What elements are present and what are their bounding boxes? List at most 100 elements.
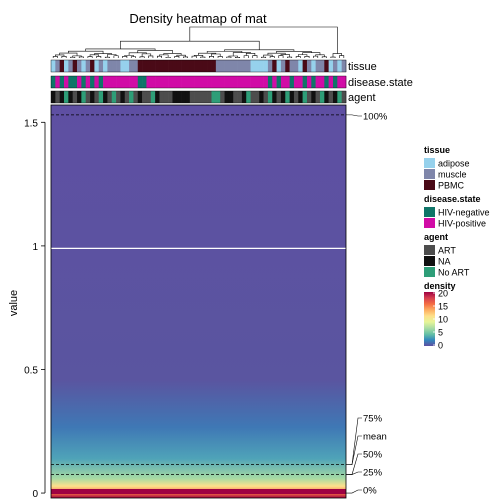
annotation-cell [207,91,212,103]
quantile-label: 75% [363,414,383,425]
legend-swatch [424,158,435,168]
annotation-cell [94,60,100,72]
annotation-cell [189,60,195,72]
annotation-cell [250,91,256,103]
annotation-cell [107,76,113,88]
dendrogram-branch [130,56,136,58]
annotation-cell [133,76,139,88]
annotation-cell [246,76,251,88]
annotation-cell [315,76,321,88]
annotation-cell [228,60,234,72]
annotation-cell [90,60,95,72]
y-tick-label: 0 [32,489,38,500]
annotation-cell [85,60,91,72]
annotation-cell [254,60,260,72]
dendrogram-branch [189,26,338,54]
legend-item-label: ART [438,246,456,256]
annotation-cell [150,60,156,72]
annotation-cell [168,76,173,88]
annotation-cell [155,76,160,88]
annotation-cell [233,91,238,103]
annotation-cell [285,91,290,103]
annotation-cell [116,76,121,88]
quantile-connector [346,471,362,475]
legend-item-label: muscle [438,170,467,180]
annotation-cell [64,60,69,72]
annotation-cell [55,76,60,88]
annotation-cell [85,91,91,103]
annotation-cell [341,76,347,88]
annotation-cell [159,60,165,72]
annotation-cell [176,60,182,72]
annotation-cell [194,60,199,72]
annotation-cell [198,91,204,103]
dendrogram-branch [165,56,171,58]
annotation-cell [111,60,117,72]
annotation-cell [272,76,277,88]
annotation-cell [263,60,269,72]
legend-swatch [424,267,435,277]
annotation-cell [55,60,60,72]
annotation-cell [150,76,156,88]
dendrogram-branch [217,56,223,58]
annotation-cell [211,60,217,72]
annotation-cell [116,91,121,103]
annotation-cell [250,76,256,88]
annotation-track-border [50,75,347,89]
annotation-cell [328,60,334,72]
dendrogram-branch [252,55,258,58]
annotation-cell [302,60,308,72]
annotation-cell [124,60,130,72]
quantile-connector [346,453,362,475]
dendrogram-branch [174,56,180,58]
legend-item-label: NA [438,257,451,267]
annotation-cell [159,91,165,103]
dendrogram-branch [52,56,58,58]
annotation-cell [259,60,264,72]
dendrogram-branch [269,56,275,58]
annotation-cell [120,76,126,88]
dendrogram-branch [315,54,325,57]
annotation-cell [254,76,260,88]
annotation-cell [90,91,95,103]
annotation-cell [280,91,286,103]
annotation-cell [276,76,282,88]
annotation-cell [263,76,269,88]
annotation-cell [328,91,334,103]
y-tick-label: 0.5 [24,365,38,376]
annotation-cell [224,91,230,103]
annotation-cell [181,76,186,88]
annotation-cell [324,60,329,72]
quantile-connector [346,417,362,465]
annotation-cell [289,60,295,72]
dendrogram-branch [156,55,162,58]
annotation-cell [233,76,238,88]
dendrogram-branch [304,56,310,58]
annotation-cell [155,60,160,72]
dendrogram-branch [85,48,156,52]
annotation-cell [77,60,82,72]
annotation-cell [64,91,69,103]
annotation-cell [220,60,225,72]
annotation-cell [267,60,273,72]
dendrogram-branch [183,56,188,58]
dendrogram-branch [61,56,67,58]
annotation-cell [163,91,169,103]
column-annotations: tissue disease.state agent [50,59,413,104]
annotation-cell [215,76,221,88]
quantile-label: mean [363,432,387,443]
annotation-cell [332,76,338,88]
annotation-cell [302,76,308,88]
annotation-cell [272,60,277,72]
legend-item-label: HIV-negative [438,208,490,218]
annotation-cell [285,60,290,72]
dendrogram-branch [278,55,284,58]
dendrogram-branch [148,55,154,58]
annotation-cell [98,91,104,103]
annotation-cell [298,91,303,103]
annotation-cell [59,60,65,72]
annotation-cell [111,91,117,103]
y-axis-label: value [8,290,20,316]
colorbar-tick-label: 5 [438,328,443,338]
annotation-cell [94,91,100,103]
